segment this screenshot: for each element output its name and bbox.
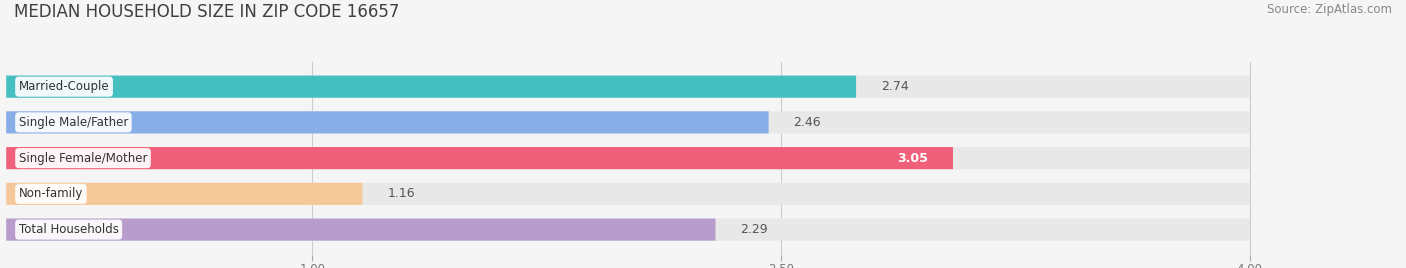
Text: 3.05: 3.05 — [897, 152, 928, 165]
Text: Source: ZipAtlas.com: Source: ZipAtlas.com — [1267, 3, 1392, 16]
Text: Non-family: Non-family — [18, 187, 83, 200]
Text: 2.29: 2.29 — [741, 223, 768, 236]
Text: Married-Couple: Married-Couple — [18, 80, 110, 93]
Text: 2.46: 2.46 — [793, 116, 821, 129]
FancyBboxPatch shape — [6, 183, 1250, 205]
FancyBboxPatch shape — [6, 111, 1250, 133]
FancyBboxPatch shape — [6, 218, 1250, 241]
Text: 2.74: 2.74 — [882, 80, 908, 93]
Text: Total Households: Total Households — [18, 223, 118, 236]
Text: MEDIAN HOUSEHOLD SIZE IN ZIP CODE 16657: MEDIAN HOUSEHOLD SIZE IN ZIP CODE 16657 — [14, 3, 399, 21]
FancyBboxPatch shape — [6, 76, 1250, 98]
FancyBboxPatch shape — [6, 76, 856, 98]
Text: Single Male/Father: Single Male/Father — [18, 116, 128, 129]
FancyBboxPatch shape — [6, 218, 716, 241]
FancyBboxPatch shape — [6, 183, 363, 205]
FancyBboxPatch shape — [6, 111, 769, 133]
Text: 1.16: 1.16 — [388, 187, 415, 200]
FancyBboxPatch shape — [6, 147, 1250, 169]
FancyBboxPatch shape — [6, 147, 953, 169]
Text: Single Female/Mother: Single Female/Mother — [18, 152, 148, 165]
